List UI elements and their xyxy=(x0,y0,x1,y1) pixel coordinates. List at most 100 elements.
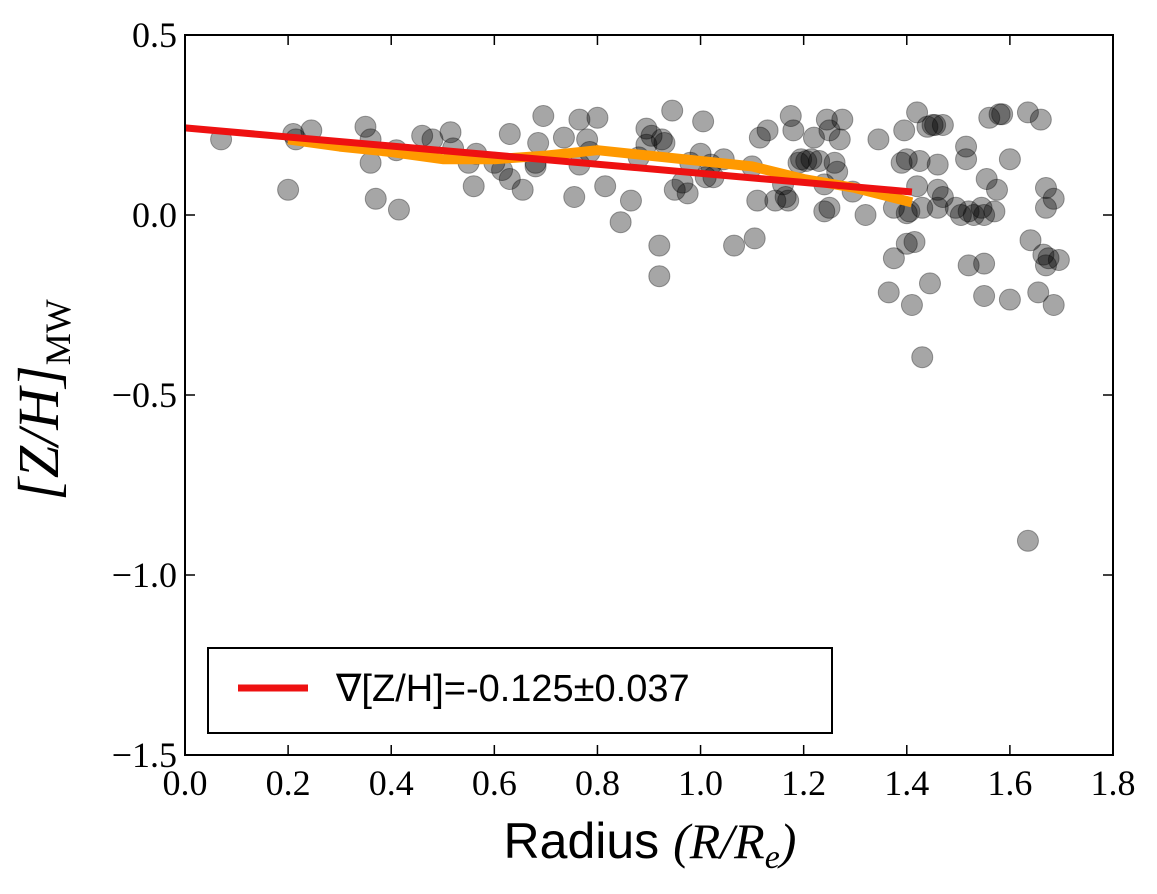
scatter-point xyxy=(877,281,900,304)
scatter-point xyxy=(648,234,671,257)
x-tick-label: 0.8 xyxy=(575,763,620,803)
scatter-point xyxy=(808,150,831,172)
scatter-point xyxy=(890,151,913,174)
scatter-point xyxy=(973,252,996,275)
x-tick-label: 1.4 xyxy=(884,763,929,803)
scatter-point xyxy=(779,105,802,127)
scatter-point xyxy=(818,196,841,219)
scatter-point xyxy=(552,126,575,149)
scatter-point xyxy=(609,211,632,234)
scatter-point xyxy=(973,204,996,226)
scatter-point xyxy=(962,204,985,226)
scatter-point xyxy=(527,132,550,154)
y-tick-label: −0.5 xyxy=(112,375,177,415)
scatter-point xyxy=(777,189,800,212)
scatter-point xyxy=(911,196,934,219)
scatter-point xyxy=(640,124,663,147)
scatter-point xyxy=(931,114,954,136)
scatter-point xyxy=(908,150,931,172)
scatter-point xyxy=(1034,196,1057,219)
x-tick-label: 1.0 xyxy=(678,763,723,803)
scatter-point xyxy=(746,189,769,212)
scatter-point xyxy=(462,175,485,198)
scatter-point xyxy=(1042,294,1065,316)
y-label-subscript: MW xyxy=(38,299,78,365)
line xyxy=(184,124,913,196)
scatter-point xyxy=(619,189,642,212)
scatter-point xyxy=(648,265,671,288)
scatter-point xyxy=(498,123,521,145)
scatter-point xyxy=(1016,529,1039,552)
scatter-point xyxy=(944,196,967,219)
scatter-point xyxy=(926,178,949,201)
y-tick-label: 0.5 xyxy=(132,15,177,55)
scatter-point xyxy=(1027,281,1050,304)
scatter-point xyxy=(926,196,949,219)
scatter-point xyxy=(354,115,377,138)
x-label-suffix: ) xyxy=(777,813,797,869)
scatter-point xyxy=(916,115,939,138)
scatter-point xyxy=(1019,229,1042,252)
scatter-point xyxy=(831,108,854,131)
x-axis-label: Radius (R/Re) xyxy=(504,813,797,876)
scatter-point xyxy=(991,103,1014,126)
scatter-point xyxy=(973,285,996,307)
y-tick-label: −1.0 xyxy=(112,555,177,595)
scatter-point xyxy=(895,148,918,171)
scatter-point xyxy=(957,254,980,277)
scatter-point xyxy=(532,105,555,127)
scatter-point xyxy=(998,288,1021,311)
y-label-text: [Z/H] xyxy=(6,365,71,500)
x-tick-label: 0.2 xyxy=(266,763,311,803)
scatter-point xyxy=(748,126,771,149)
scatter-point xyxy=(723,234,746,257)
x-tick-label: 0.6 xyxy=(472,763,517,803)
scatter-point xyxy=(364,187,387,210)
scatter-point xyxy=(931,186,954,208)
scatter-point xyxy=(983,200,1006,223)
scatter-point xyxy=(921,114,944,136)
scatter-point xyxy=(978,106,1001,129)
scatter-point xyxy=(815,108,838,131)
legend: ∇[Z/H]=-0.125±0.037 xyxy=(207,647,833,734)
scatter-point xyxy=(800,148,823,171)
scatter-point xyxy=(986,178,1008,201)
scatter-point xyxy=(818,119,841,142)
scatter-point xyxy=(635,117,658,140)
scatter-point xyxy=(955,135,978,158)
y-tick-label: −1.5 xyxy=(112,735,177,775)
scatter-point xyxy=(802,126,825,149)
scatter-point xyxy=(1034,254,1057,277)
y-tick-label: 0.0 xyxy=(132,195,177,235)
scatter-point xyxy=(893,119,916,142)
scatter-point xyxy=(970,196,993,219)
scatter-point xyxy=(1029,108,1052,131)
scatter-point xyxy=(774,186,797,208)
x-tick-label: 1.2 xyxy=(781,763,826,803)
scatter-point xyxy=(594,175,617,198)
scatter-point xyxy=(790,148,813,171)
scatter-point xyxy=(661,99,684,122)
scatter-point xyxy=(764,189,787,212)
scatter-point xyxy=(663,178,686,201)
scatter-point xyxy=(563,186,586,208)
x-label-text: Radius xyxy=(504,813,674,869)
scatter-point xyxy=(924,114,947,136)
scatter-point xyxy=(498,168,521,190)
scatter-point xyxy=(439,121,462,144)
scatter-point xyxy=(918,272,941,295)
scatter-point xyxy=(782,119,805,142)
scatter-point xyxy=(998,148,1021,171)
scatter-point xyxy=(823,151,846,174)
scatter-point xyxy=(1016,101,1039,124)
scatter-point xyxy=(1042,187,1065,210)
scatter-point xyxy=(882,247,905,270)
scatter-point xyxy=(828,128,851,151)
scatter-point xyxy=(1032,243,1055,266)
scatter-point xyxy=(975,168,998,190)
scatter-point xyxy=(277,178,300,201)
scatter-point xyxy=(813,200,836,223)
x-tick-label: 1.6 xyxy=(987,763,1032,803)
